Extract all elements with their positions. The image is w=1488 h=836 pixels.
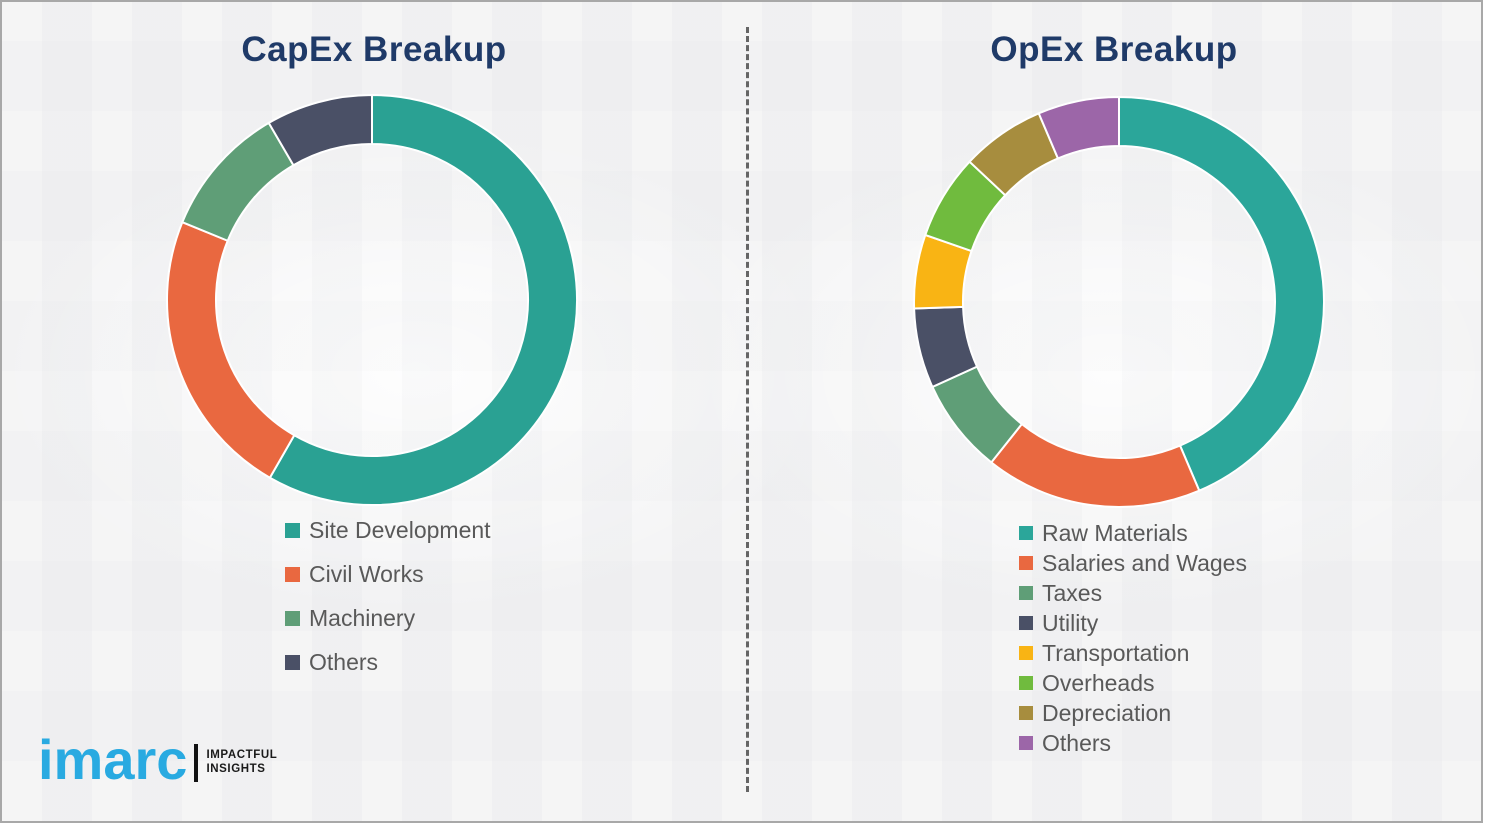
logo-wordmark: imarc bbox=[38, 728, 188, 791]
capex-title: CapEx Breakup bbox=[241, 30, 507, 69]
legend-item-others: Others bbox=[285, 649, 491, 676]
legend-label-civil-works: Civil Works bbox=[309, 561, 424, 587]
donut-svg bbox=[166, 93, 578, 506]
legend-swatch-others bbox=[1019, 736, 1033, 750]
legend-swatch-others bbox=[285, 655, 300, 670]
legend-label-machinery: Machinery bbox=[309, 605, 416, 631]
legend-label-taxes: Taxes bbox=[1042, 579, 1103, 606]
legend-label-utility: Utility bbox=[1042, 609, 1099, 636]
legend-swatch-salaries-and-wages bbox=[1019, 556, 1033, 570]
logo-tagline-line2: INSIGHTS bbox=[206, 763, 266, 775]
capex-legend: Site Development Civil Works Machinery O… bbox=[285, 517, 491, 676]
logo-tagline: IMPACTFUL INSIGHTS bbox=[206, 749, 277, 777]
legend-item-others: Others bbox=[1019, 730, 1247, 756]
legend-item-transportation: Transportation bbox=[1019, 640, 1247, 666]
legend-item-taxes: Taxes bbox=[1019, 580, 1247, 606]
legend-swatch-site-development bbox=[285, 523, 300, 538]
legend-swatch-transportation bbox=[1019, 646, 1033, 660]
legend-swatch-raw-materials bbox=[1019, 526, 1033, 540]
vertical-dashed-divider bbox=[746, 27, 749, 792]
legend-label-others: Others bbox=[309, 649, 379, 675]
legend-item-civil-works: Civil Works bbox=[285, 561, 491, 588]
legend-label-overheads: Overheads bbox=[1042, 669, 1155, 696]
legend-swatch-taxes bbox=[1019, 586, 1033, 600]
logo-tagline-line1: IMPACTFUL bbox=[206, 749, 278, 762]
legend-swatch-machinery bbox=[285, 611, 300, 626]
legend-label-depreciation: Depreciation bbox=[1042, 699, 1172, 726]
donut-segment-machinery bbox=[181, 121, 295, 243]
donut-segment-civil-works bbox=[166, 220, 296, 480]
donut-segment-others bbox=[1037, 95, 1120, 160]
capex-donut-chart bbox=[162, 90, 582, 510]
legend-item-machinery: Machinery bbox=[285, 605, 491, 632]
donut-segment-raw-materials bbox=[1118, 95, 1325, 492]
legend-item-salaries-and-wages: Salaries and Wages bbox=[1019, 550, 1247, 576]
donut-svg bbox=[913, 95, 1325, 508]
donut-segment-others bbox=[267, 93, 373, 167]
legend-label-site-development: Site Development bbox=[309, 517, 491, 543]
legend-swatch-civil-works bbox=[285, 567, 300, 582]
legend-item-site-development: Site Development bbox=[285, 517, 491, 544]
legend-label-transportation: Transportation bbox=[1042, 639, 1190, 666]
donut-segment-site-development bbox=[268, 93, 578, 506]
legend-label-others: Others bbox=[1042, 729, 1112, 756]
legend-swatch-utility bbox=[1019, 616, 1033, 630]
legend-item-raw-materials: Raw Materials bbox=[1019, 520, 1247, 546]
legend-item-depreciation: Depreciation bbox=[1019, 700, 1247, 726]
legend-label-salaries-and-wages: Salaries and Wages bbox=[1042, 549, 1247, 576]
legend-swatch-depreciation bbox=[1019, 706, 1033, 720]
opex-legend: Raw Materials Salaries and Wages Taxes U… bbox=[1019, 520, 1247, 756]
legend-item-overheads: Overheads bbox=[1019, 670, 1247, 696]
opex-donut-chart bbox=[909, 92, 1329, 512]
imarc-logo: imarc IMPACTFUL INSIGHTS bbox=[38, 732, 277, 788]
opex-title: OpEx Breakup bbox=[990, 30, 1238, 69]
legend-swatch-overheads bbox=[1019, 676, 1033, 690]
logo-divider-bar bbox=[194, 744, 199, 782]
legend-label-raw-materials: Raw Materials bbox=[1042, 519, 1188, 546]
donut-segment-salaries-and-wages bbox=[989, 422, 1201, 508]
legend-item-utility: Utility bbox=[1019, 610, 1247, 636]
